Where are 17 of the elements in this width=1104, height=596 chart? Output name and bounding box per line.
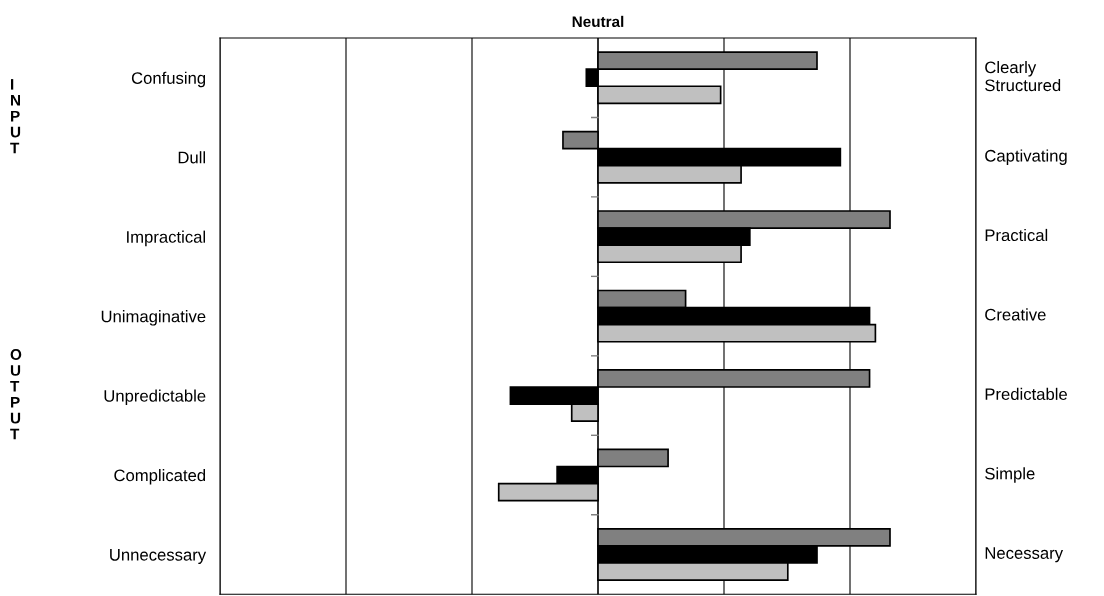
- text: Predictable: [985, 387, 1067, 401]
- text: Simple: [985, 467, 1035, 483]
- text: I N P U T: [10, 79, 21, 154]
- y-tick-label: Unimaginative: [101, 310, 206, 326]
- text: O U T P U T: [10, 349, 22, 440]
- y-tick-label: Confusing: [131, 71, 206, 88]
- chart-title: Neutral: [572, 15, 624, 28]
- y-tick-label: Dull: [178, 151, 205, 164]
- y-tick-label: Unnecessary: [110, 549, 207, 564]
- text: Captivating: [985, 149, 1067, 165]
- y-tick-label: Unpredictable: [104, 389, 206, 406]
- y-tick-label: Impractical: [127, 230, 205, 247]
- text: Creative: [985, 308, 1046, 321]
- y-tick-label: Complicated: [114, 468, 206, 485]
- text: Necessary: [985, 547, 1064, 563]
- text: Practical: [985, 228, 1048, 242]
- text: Clearly Structured: [985, 60, 1061, 92]
